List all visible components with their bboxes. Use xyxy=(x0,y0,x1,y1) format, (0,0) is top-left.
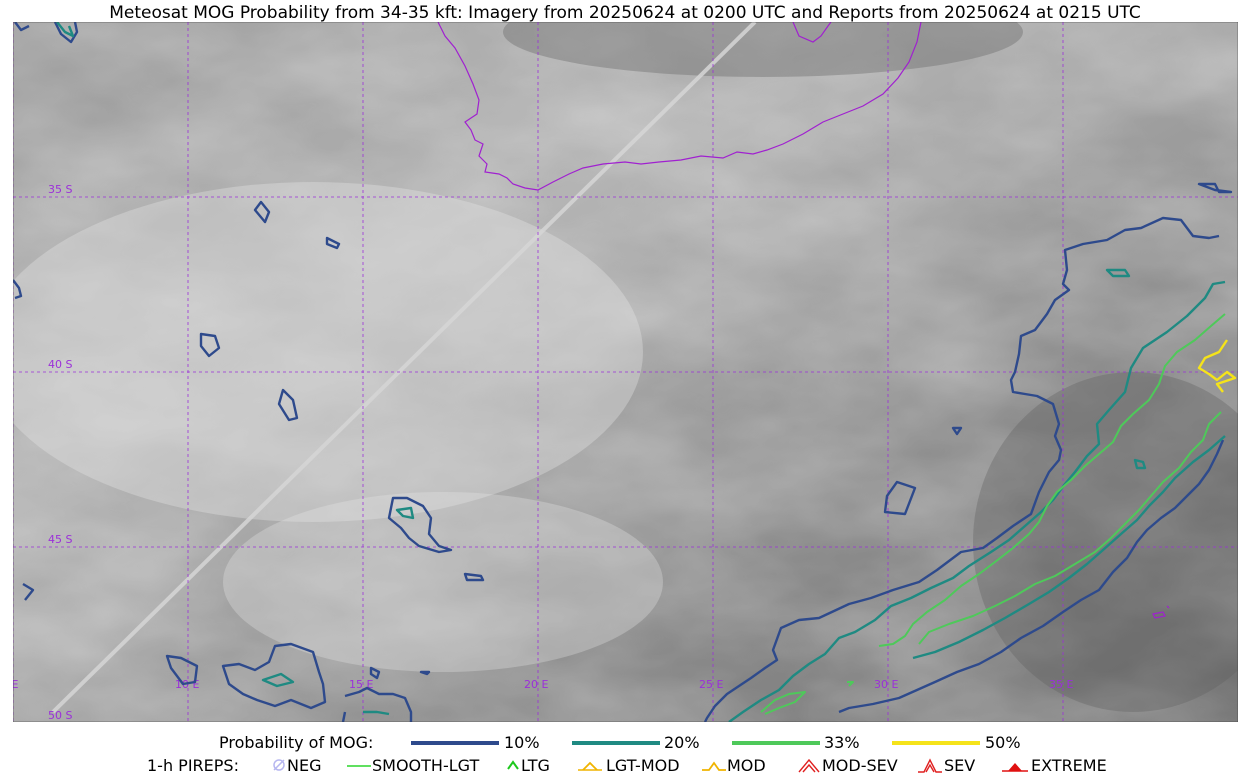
lat-label-35s: 35 S xyxy=(48,183,72,196)
coastline-fragment xyxy=(792,22,832,43)
bright-cloud-band xyxy=(13,182,643,522)
graticule xyxy=(13,22,1238,722)
bright-cloud-band-2 xyxy=(223,492,663,672)
lat-label-40s: 40 S xyxy=(48,358,72,371)
legend-label-33: 33% xyxy=(824,733,860,752)
lat-label-50s: 50 S xyxy=(48,709,72,722)
legend-smooth-lgt-label: SMOOTH-LGT xyxy=(372,756,480,775)
ltg-icon xyxy=(507,760,519,770)
satellite-map: 5 E 10 E 15 E 20 E 25 E 30 E 35 E 35 S 4… xyxy=(13,22,1238,722)
legend-mod-label: MOD xyxy=(727,756,766,775)
mod-sev-icon xyxy=(798,758,820,773)
legend-label-50: 50% xyxy=(985,733,1021,752)
lon-label-25e: 25 E xyxy=(699,678,723,691)
legend-label-10: 10% xyxy=(504,733,540,752)
legend-lgt-mod-label: LGT-MOD xyxy=(606,756,680,775)
contours-33-percent xyxy=(760,313,1226,715)
dark-region-north xyxy=(503,22,1023,77)
legend-swatch-10 xyxy=(411,741,499,745)
legend-extreme-label: EXTREME xyxy=(1031,756,1107,775)
legend-probability: Probability of MOG: 10% 20% 33% 50% xyxy=(0,733,1250,755)
contours-20-percent xyxy=(56,22,1226,722)
legend-swatch-33 xyxy=(732,741,820,745)
legend-swatch-50 xyxy=(892,741,980,745)
legend-pireps-label: 1-h PIREPS: xyxy=(147,756,239,775)
contours-10-percent xyxy=(13,22,1233,722)
lgt-mod-icon xyxy=(578,761,602,771)
island-marker xyxy=(1152,605,1170,619)
lat-label-45s: 45 S xyxy=(48,533,72,546)
lon-label-30e: 30 E xyxy=(874,678,898,691)
legend-ltg-label: LTG xyxy=(521,756,550,775)
sev-icon xyxy=(918,758,942,773)
lon-label-20e: 20 E xyxy=(524,678,548,691)
legend-sev-label: SEV xyxy=(944,756,976,775)
legend-neg-label: NEG xyxy=(287,756,322,775)
legend-mod-sev-label: MOD-SEV xyxy=(822,756,898,775)
legend-probability-label: Probability of MOG: xyxy=(219,733,374,752)
neg-icon xyxy=(273,759,285,771)
lon-label-35e: 35 E xyxy=(1049,678,1073,691)
legend-pireps: 1-h PIREPS: NEG SMOOTH-LGT LTG LGT-MOD M… xyxy=(0,756,1250,778)
satellite-swath-line xyxy=(51,22,757,714)
legend-swatch-20 xyxy=(572,741,660,745)
mod-icon xyxy=(702,761,726,771)
smooth-lgt-icon xyxy=(347,765,371,767)
coastline-south-africa xyxy=(437,22,922,191)
extreme-icon xyxy=(1002,763,1028,772)
legend-label-20: 20% xyxy=(664,733,700,752)
map-title: Meteosat MOG Probability from 34-35 kft:… xyxy=(109,3,1141,23)
contours-50-percent xyxy=(1197,339,1237,393)
lon-label-5e: 5 E xyxy=(13,678,18,691)
